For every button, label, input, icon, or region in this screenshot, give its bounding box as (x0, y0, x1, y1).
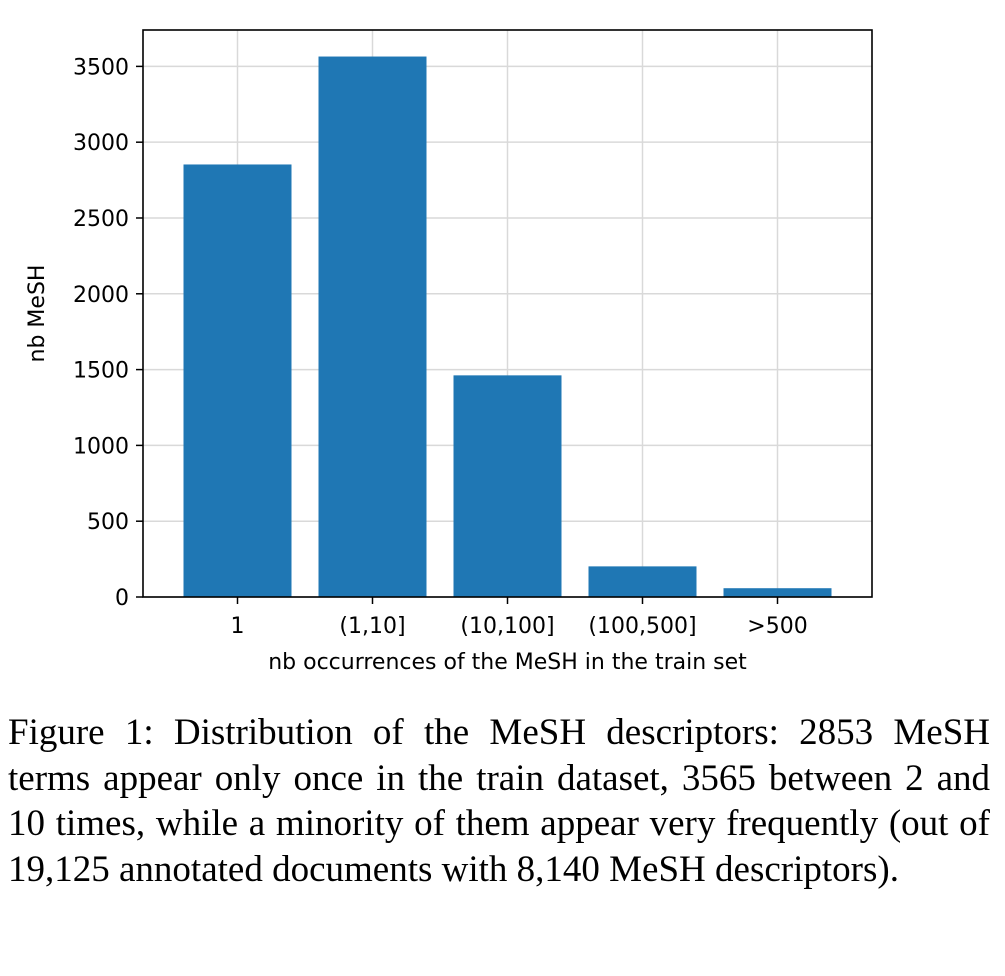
bar (453, 375, 562, 597)
bar (318, 56, 427, 597)
y-tick-label: 2000 (73, 283, 129, 308)
bar (588, 566, 697, 597)
x-tick-label: (1,10] (339, 614, 405, 639)
y-tick-label: 2500 (73, 207, 129, 232)
figure-caption: Figure 1: Distribution of the MeSH descr… (8, 712, 990, 890)
y-tick-label: 0 (115, 586, 129, 611)
bar (723, 588, 832, 597)
y-tick-label: 1500 (73, 359, 129, 384)
x-tick-label: >500 (747, 614, 807, 639)
y-axis-label: nb MeSH (25, 265, 50, 363)
axis-ticks: 0 500 1000 1500 2000 2500 3000 3500 1 (1,10] (10,1… (73, 55, 808, 639)
bar (183, 164, 292, 597)
y-tick-label: 500 (87, 510, 129, 535)
y-tick-label: 1000 (73, 434, 129, 459)
x-tick-label: (100,500] (588, 614, 696, 639)
x-tick-label: 1 (231, 614, 245, 639)
x-tick-label: (10,100] (460, 614, 554, 639)
bar-chart: 0 500 1000 1500 2000 2500 3000 3500 1 (1,10] (10,1… (25, 29, 873, 675)
bars (183, 56, 832, 597)
y-tick-label: 3000 (73, 131, 129, 156)
x-axis-label: nb occurrences of the MeSH in the train … (268, 650, 747, 675)
y-tick-label: 3500 (73, 55, 129, 80)
